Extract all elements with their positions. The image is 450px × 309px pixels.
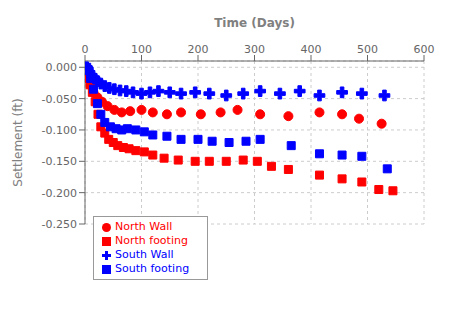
- svg-text:500: 500: [357, 43, 378, 56]
- svg-text:Settlement (ft): Settlement (ft): [11, 98, 25, 186]
- html-text:North footing: North footing: [115, 234, 188, 247]
- html-text:South footing: South footing: [115, 262, 190, 275]
- svg-text:-0.150: -0.150: [42, 155, 77, 168]
- svg-text:0.000: 0.000: [46, 61, 78, 74]
- svg-text:0: 0: [82, 43, 89, 56]
- svg-text:300: 300: [244, 43, 265, 56]
- html-text:South Wall: South Wall: [115, 248, 174, 261]
- svg-text:600: 600: [414, 43, 435, 56]
- svg-text:200: 200: [188, 43, 209, 56]
- svg-text:100: 100: [131, 43, 152, 56]
- svg-text:-0.100: -0.100: [42, 124, 77, 137]
- html-text:North Wall: North Wall: [115, 220, 173, 233]
- svg-text:400: 400: [301, 43, 322, 56]
- svg-text:-0.200: -0.200: [42, 187, 77, 200]
- svg-text:-0.050: -0.050: [42, 93, 77, 106]
- svg-text:-0.250: -0.250: [42, 218, 77, 231]
- svg-text:Time (Days): Time (Days): [214, 16, 295, 30]
